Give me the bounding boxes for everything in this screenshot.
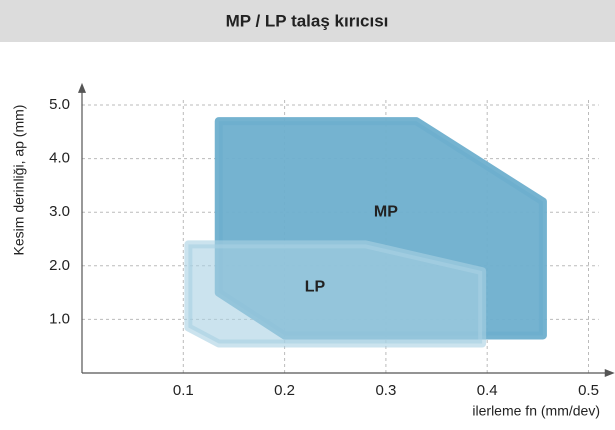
region <box>184 240 487 348</box>
y-axis-label: Kesim derinliği, ap (mm) <box>11 105 27 256</box>
region-label: LP <box>305 278 326 295</box>
y-tick-label: 1.0 <box>49 310 70 327</box>
x-tick-label: 0.4 <box>477 382 498 399</box>
y-tick-label: 3.0 <box>49 203 70 220</box>
y-tick-label: 2.0 <box>49 257 70 274</box>
x-axis-label: ilerleme fn (mm/dev) <box>472 403 600 419</box>
x-tick-label: 0.1 <box>173 382 194 399</box>
title-bar <box>0 0 615 42</box>
chart-title: MP / LP talaş kırıcısı <box>226 11 389 30</box>
x-tick-label: 0.5 <box>578 382 599 399</box>
y-axis-arrow <box>78 82 86 93</box>
x-tick-label: 0.2 <box>274 382 295 399</box>
region-label: MP <box>374 203 398 220</box>
y-tick-label: 5.0 <box>49 96 70 113</box>
x-tick-label: 0.3 <box>375 382 396 399</box>
y-tick-label: 4.0 <box>49 150 70 167</box>
x-axis-arrow <box>604 369 615 377</box>
